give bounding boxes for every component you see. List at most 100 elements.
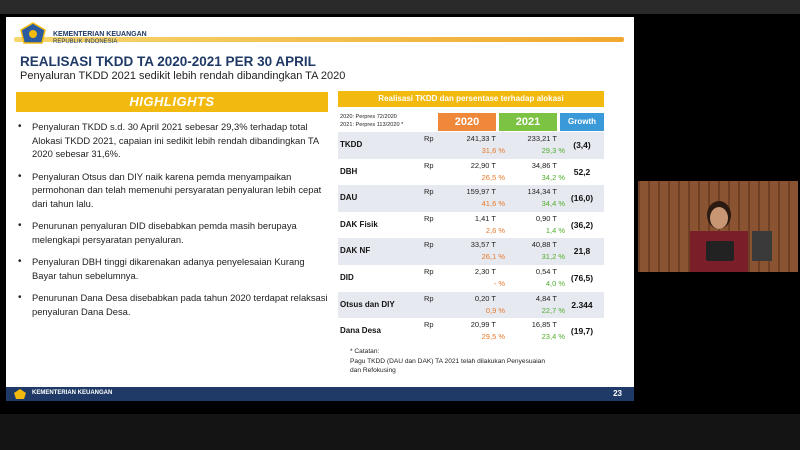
row-name: DID [340,272,354,282]
bullet-icon: • [18,256,22,267]
row-percent-2020: 41,6 % [481,199,505,209]
row-currency: Rp [424,160,434,170]
row-growth: (36,2) [570,219,594,230]
row-name: Dana Desa [340,326,381,336]
row-percent-2020: 26,1 % [481,252,505,262]
row-growth: 2.344 [571,299,593,310]
row-percent-2021: 34,4 % [541,199,565,209]
table-row: Dana Desa Rp 20,99 T 16,85 T 29,5 % 23,4… [338,318,604,345]
row-percent-2021: 23,4 % [541,332,565,342]
top-bar [0,0,800,14]
row-percent-2020: 29,5 % [481,332,505,342]
row-currency: Rp [424,134,434,143]
row-percent-2020: 31,6 % [481,146,505,155]
page-number: 23 [613,389,622,398]
note-text-2: dan Refokusing [350,367,396,374]
row-value-2021: 4,84 T [535,293,557,303]
footer-org-name: KEMENTERIAN KEUANGAN [32,390,113,396]
table-row: DAK Fisik Rp 1,41 T 0,90 T 2,6 % 1,4 % (… [338,212,604,239]
table-row: Otsus dan DIY Rp 0,20 T 4,84 T 0,9 % 22,… [338,291,604,319]
speaker-video-image [638,181,798,272]
row-percent-2021: 22,7 % [541,305,565,315]
row-name: Otsus dan DIY [340,299,395,309]
bullet-icon: • [18,292,22,303]
row-currency: Rp [424,213,434,223]
highlight-item: • Penurunan Dana Desa disebabkan pada tah… [16,291,328,318]
highlight-text: Penyaluran TKDD s.d. 30 April 2021 sebes… [32,121,319,159]
row-value-2020: 1,41 T [474,213,496,223]
row-percent-2021: 29,3 % [541,146,565,155]
row-value-2021: 134,34 T [527,187,557,197]
column-header-2020: 2020 [438,113,496,131]
ministry-logo-small-icon [14,389,26,399]
note-text-1: Pagu TKDD (DAU dan DAK) TA 2021 telah di… [350,357,545,365]
row-growth: (76,5) [570,272,594,283]
row-growth: (3,4) [573,140,591,150]
row-percent-2021: 34,2 % [541,172,565,182]
row-name: DBH [340,166,358,176]
highlight-item: • Penurunan penyaluran DID disebabkan pem… [16,219,328,246]
table-title: Realisasi TKDD dan persentase terhadap a… [338,91,604,107]
row-currency: Rp [424,266,434,276]
perpres-2021: 2021: Perpres 113/2020 [340,122,400,128]
row-value-2020: 159,97 T [466,187,496,197]
bullet-icon: • [18,121,22,132]
row-percent-2021: 4,0 % [545,278,565,288]
table-row: DAU Rp 159,97 T 134,34 T 41,6 % 34,4 % (… [338,185,604,212]
row-value-2021: 0,54 T [535,266,557,276]
slide-title: REALISASI TKDD TA 2020-2021 PER 30 APRIL [20,54,316,69]
row-percent-2021: 1,4 % [545,225,565,235]
row-growth: (19,7) [570,326,594,337]
slide-footer: KEMENTERIAN KEUANGAN 23 [6,387,634,401]
row-name: TKDD [340,140,363,149]
bullet-icon: • [18,170,22,182]
row-growth: (16,0) [570,193,594,204]
bullet-icon: • [18,220,22,231]
row-currency: Rp [424,320,434,330]
table-row: DID Rp 2,30 T 0,54 T - % 4,0 % (76,5) [338,265,604,292]
note-title: * Catatan: [350,348,380,355]
highlight-text: Penurunan Dana Desa disebabkan pada tahu… [32,292,328,317]
org-name: KEMENTERIAN KEUANGAN [53,31,147,38]
row-value-2021: 34,86 T [531,160,557,170]
row-name: DAK Fisik [340,219,378,229]
row-value-2021: 16,85 T [531,320,557,330]
highlight-text: Penyaluran Otsus dan DIY naik karena pem… [32,170,322,209]
row-currency: Rp [424,187,434,197]
row-value-2021: 40,88 T [531,240,557,250]
row-value-2020: 0,20 T [474,293,496,303]
highlight-item: • Penyaluran DBH tinggi dikarenakan adany… [16,255,328,282]
perpres-2020: 2020: Perpres 72/2020 [340,114,397,120]
row-value-2020: 22,90 T [470,160,496,170]
speaker-video-thumbnail[interactable] [638,181,798,272]
row-percent-2020: 2,6 % [485,225,505,235]
highlight-item: • Penyaluran TKDD s.d. 30 April 2021 sebe… [16,120,328,161]
row-name: DAK NF [340,246,371,256]
highlights-list: • Penyaluran TKDD s.d. 30 April 2021 sebe… [16,120,328,327]
row-value-2020: 20,99 T [470,320,496,330]
presentation-slide: KEMENTERIAN KEUANGAN REPUBLIK INDONESIA … [6,17,634,401]
row-value-2020: 33,57 T [470,240,496,250]
row-percent-2020: - % [493,278,505,288]
row-percent-2021: 31,2 % [541,252,565,262]
table-row: DBH Rp 22,90 T 34,86 T 26,5 % 34,2 % 52,… [338,159,604,186]
slide-subtitle: Penyaluran TKDD 2021 sedikit lebih renda… [20,70,346,82]
row-percent-2020: 0,9 % [485,305,505,315]
row-value-2021: 0,90 T [535,213,557,223]
column-header-growth: Growth [560,113,604,131]
table-row: TKDD Rp 241,33 T 233,21 T 31,6 % 29,3 % … [338,132,604,159]
row-value-2021: 233,21 T [527,134,557,143]
perpres-note: 2020: Perpres 72/2020 2021: Perpres 113/… [340,113,403,129]
row-percent-2020: 26,5 % [481,172,505,182]
row-growth: 21,8 [573,246,591,257]
column-header-2021: 2021 [499,113,557,131]
highlight-text: Penyaluran DBH tinggi dikarenakan adanya… [32,256,305,281]
table-row: DAK NF Rp 33,57 T 40,88 T 26,1 % 31,2 % … [338,238,604,265]
row-growth: 52,2 [573,166,591,177]
table-note: * Catatan: Pagu TKDD (DAU dan DAK) TA 20… [350,347,545,376]
tkdd-table: TKDD Rp 241,33 T 233,21 T 31,6 % 29,3 % … [338,132,604,345]
highlights-banner: HIGHLIGHTS [16,92,328,112]
row-currency: Rp [424,240,434,250]
perpres-mark: * [401,122,404,128]
row-name: DAU [340,193,358,203]
